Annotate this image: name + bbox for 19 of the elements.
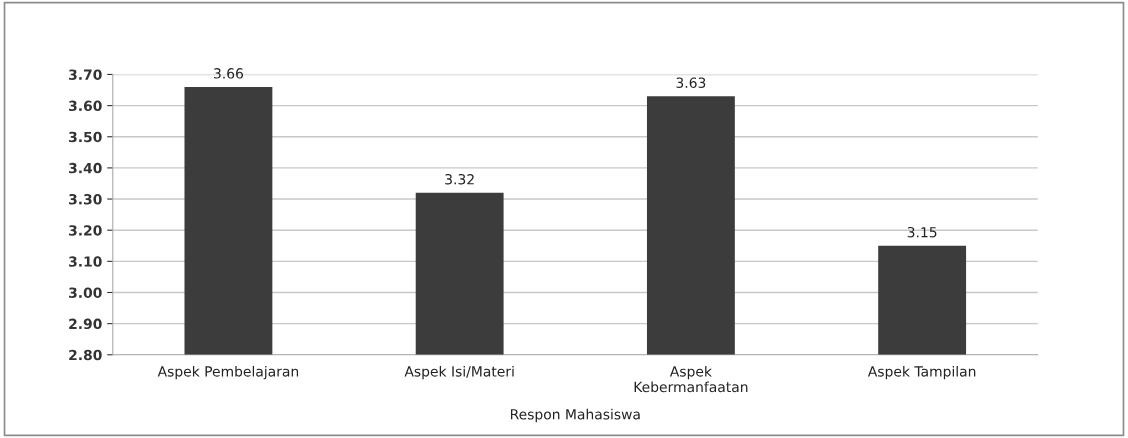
y-tick-label: 2.80: [69, 349, 102, 361]
x-tick-label: Aspek Pembelajaran: [157, 365, 299, 380]
x-tick-label: Aspek Isi/Materi: [404, 365, 514, 380]
x-tick-label: Aspek Tampilan: [867, 365, 976, 380]
y-tick-label: 3.00: [69, 287, 102, 298]
y-tick-label: 3.20: [69, 225, 102, 236]
y-tick-label: 3.50: [69, 131, 102, 143]
data-label: 3.32: [445, 174, 474, 185]
x-axis-title: Respon Mahasiswa: [510, 408, 640, 423]
data-label: 3.63: [676, 77, 706, 88]
y-tick-label: 3.40: [69, 162, 102, 174]
data-label: 3.15: [907, 226, 937, 238]
data-label: 3.66: [214, 68, 244, 79]
y-tick-label: 2.90: [69, 318, 102, 330]
y-tick-label: 3.10: [69, 256, 102, 267]
y-tick-label: 3.70: [69, 69, 102, 80]
y-tick-label: 3.60: [69, 100, 102, 112]
x-tick-label: Aspek Kebermanfaatan: [634, 365, 748, 393]
y-tick-label: 3.30: [69, 194, 102, 205]
